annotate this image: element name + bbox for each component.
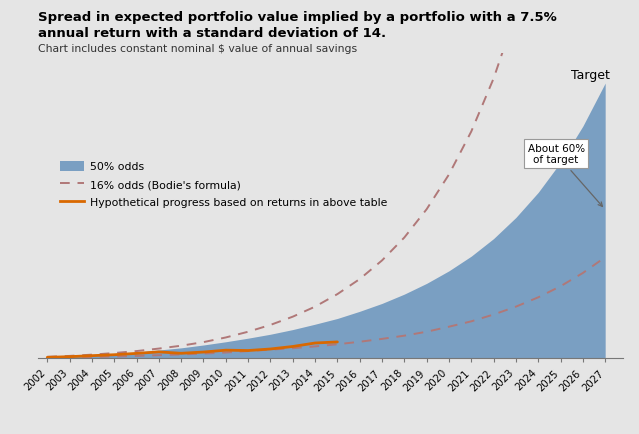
Legend: 50% odds, 16% odds (Bodie's formula), Hypothetical progress based on returns in : 50% odds, 16% odds (Bodie's formula), Hy… [56, 157, 392, 212]
Text: About 60%
of target: About 60% of target [528, 144, 603, 207]
Text: Spread in expected portfolio value implied by a portfolio with a 7.5%
annual ret: Spread in expected portfolio value impli… [38, 11, 557, 40]
Text: Chart includes constant nominal $ value of annual savings: Chart includes constant nominal $ value … [38, 44, 357, 54]
Text: Target: Target [571, 69, 610, 82]
